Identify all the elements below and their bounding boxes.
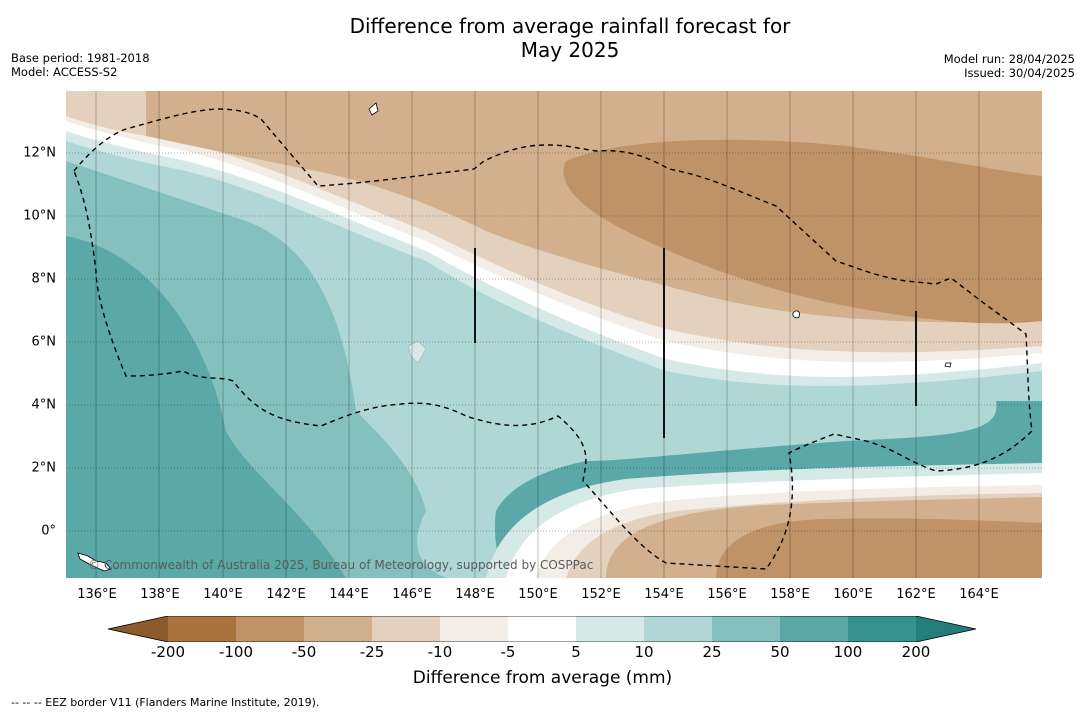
copyright-notice: © Commonwealth of Australia 2025, Bureau…	[88, 558, 594, 572]
islands	[77, 102, 952, 572]
colorbar-tick: -25	[359, 643, 385, 661]
colorbar-segment	[576, 616, 644, 642]
colorbar-max-extension	[916, 616, 976, 642]
longitude-label: 158°E	[770, 587, 810, 602]
chart-title: Difference from average rainfall forecas…	[270, 14, 870, 62]
colorbar-tick: -100	[218, 643, 254, 661]
title-line-2: May 2025	[520, 38, 620, 62]
longitude-label: 140°E	[203, 587, 243, 602]
latitude-label: 10°N	[23, 208, 56, 224]
latitude-label: 0°	[41, 523, 56, 539]
model-name: Model: ACCESS-S2	[11, 65, 118, 79]
eez-footnote: -- -- -- EEZ border V11 (Flanders Marine…	[11, 696, 320, 709]
latitude-label: 8°N	[31, 271, 57, 287]
longitude-label: 154°E	[644, 587, 684, 602]
eez-border	[73, 108, 1033, 570]
latitude-gridlines	[66, 152, 1042, 532]
colorbar-title: Difference from average (mm)	[412, 668, 673, 688]
colorbar-min-extension	[108, 616, 168, 642]
latitude-label: 2°N	[31, 460, 57, 476]
colorbar-segment	[712, 616, 780, 642]
latitude-label: 12°N	[23, 145, 56, 161]
colorbar-tick: -5	[500, 643, 516, 661]
longitude-gridlines	[95, 91, 980, 578]
colorbar-segment	[644, 616, 712, 642]
colorbar-svg	[107, 615, 977, 643]
longitude-label: 144°E	[329, 587, 369, 602]
latitude-label: 4°N	[31, 397, 57, 413]
colorbar-segment	[508, 616, 576, 642]
colorbar-tick: 50	[770, 643, 790, 661]
colorbar-tick: -10	[427, 643, 453, 661]
issued-date: Issued: 30/04/2025	[964, 66, 1075, 80]
model-info: Base period: 1981-2018 Model: ACCESS-S2	[11, 51, 150, 79]
longitude-label: 164°E	[959, 587, 999, 602]
colorbar-tick: 5	[571, 643, 581, 661]
dry-region-strong-south	[716, 518, 1042, 578]
longitude-label: 138°E	[140, 587, 180, 602]
title-line-1: Difference from average rainfall forecas…	[349, 14, 791, 38]
highlight-lines	[474, 248, 917, 438]
colorbar	[107, 615, 978, 643]
latitude-label: 6°N	[31, 334, 57, 350]
longitude-label: 156°E	[707, 587, 747, 602]
colorbar-segment	[780, 616, 848, 642]
colorbar-tick: -200	[150, 643, 186, 661]
longitude-label: 150°E	[518, 587, 558, 602]
colorbar-tick: -50	[291, 643, 317, 661]
longitude-label: 160°E	[833, 587, 873, 602]
base-period: Base period: 1981-2018	[11, 51, 150, 65]
colorbar-segment	[372, 616, 440, 642]
issue-info: Model run: 28/04/2025 Issued: 30/04/2025	[944, 52, 1075, 80]
colorbar-tick: 25	[702, 643, 722, 661]
rainfall-map[interactable]	[66, 91, 1042, 578]
longitude-label: 152°E	[581, 587, 621, 602]
rainfall-map-svg	[66, 91, 1042, 578]
colorbar-tick: 100	[833, 643, 863, 661]
longitude-label: 142°E	[266, 587, 306, 602]
colorbar-tick: 10	[634, 643, 654, 661]
colorbar-tick: 200	[901, 643, 931, 661]
longitude-label: 148°E	[455, 587, 495, 602]
dry-region-strong-north	[563, 139, 1042, 324]
colorbar-segment	[236, 616, 304, 642]
colorbar-segment	[848, 616, 916, 642]
longitude-label: 162°E	[896, 587, 936, 602]
longitude-label: 136°E	[77, 587, 117, 602]
colorbar-segment	[440, 616, 508, 642]
small-anomaly-patch	[407, 340, 427, 364]
longitude-label: 146°E	[392, 587, 432, 602]
colorbar-segment	[304, 616, 372, 642]
model-run-date: Model run: 28/04/2025	[943, 52, 1075, 66]
colorbar-segment	[168, 616, 236, 642]
